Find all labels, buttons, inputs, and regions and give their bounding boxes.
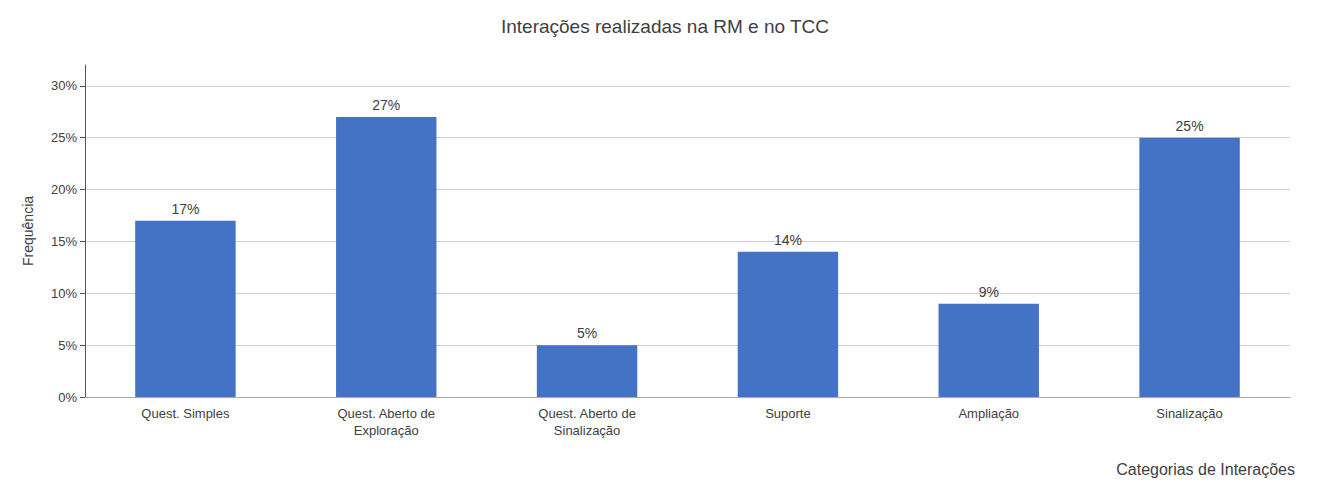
svg-text:Suporte: Suporte [765,406,811,421]
svg-text:Sinalização: Sinalização [554,423,621,438]
svg-text:17%: 17% [171,201,199,217]
svg-text:9%: 9% [979,284,999,300]
svg-text:20%: 20% [51,182,77,197]
svg-text:Ampliação: Ampliação [958,406,1019,421]
svg-text:5%: 5% [577,325,597,341]
svg-text:Quest. Simples: Quest. Simples [141,406,230,421]
svg-text:25%: 25% [1176,118,1204,134]
svg-text:15%: 15% [51,234,77,249]
svg-text:27%: 27% [372,97,400,113]
svg-text:Frequência: Frequência [20,196,36,266]
svg-text:10%: 10% [51,286,77,301]
svg-text:Categorias de Interações: Categorias de Interações [1116,461,1295,478]
svg-text:25%: 25% [51,130,77,145]
svg-text:14%: 14% [774,232,802,248]
svg-text:30%: 30% [51,78,77,93]
svg-text:0%: 0% [58,390,77,405]
svg-text:Quest. Aberto de: Quest. Aberto de [337,406,435,421]
svg-text:Interações realizadas na RM e: Interações realizadas na RM e no TCC [501,16,829,37]
svg-text:Quest. Aberto de: Quest. Aberto de [538,406,636,421]
svg-text:Sinalização: Sinalização [1156,406,1223,421]
svg-text:5%: 5% [58,338,77,353]
svg-text:Exploração: Exploração [354,423,419,438]
